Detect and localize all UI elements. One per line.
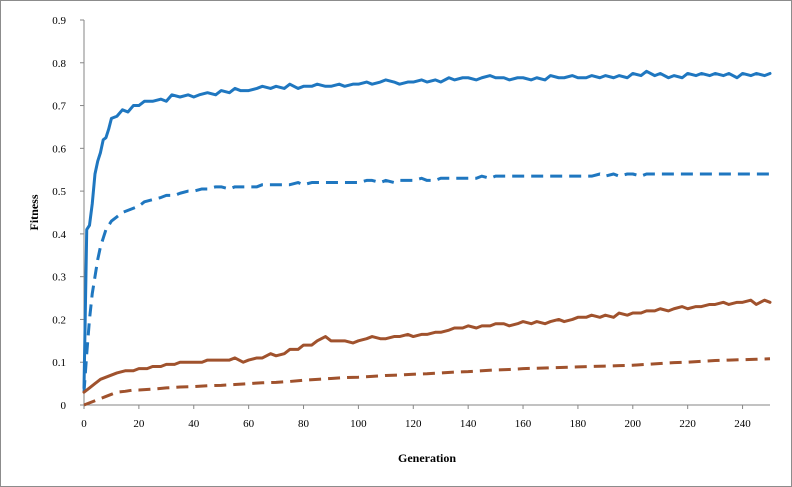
x-tick-label: 200 [625, 418, 642, 430]
x-tick-label: 0 [81, 418, 87, 430]
x-tick-label: 100 [350, 418, 367, 430]
y-tick-label: 0.4 [52, 229, 66, 241]
x-axis-title: Generation [398, 451, 456, 465]
x-tick-label: 160 [515, 418, 532, 430]
x-tick-label: 180 [570, 418, 587, 430]
y-tick-label: 0.2 [52, 314, 66, 326]
x-tick-label: 220 [679, 418, 696, 430]
y-tick-label: 0.6 [52, 143, 66, 155]
series-line-3 [82, 298, 772, 394]
y-tick-label: 0.9 [52, 15, 66, 27]
x-tick-label: 140 [460, 418, 477, 430]
series-line-1 [82, 69, 772, 390]
y-tick-label: 0.3 [52, 272, 66, 284]
x-tick-label: 240 [734, 418, 751, 430]
y-tick-label: 0.7 [52, 101, 66, 113]
series-line-4 [83, 357, 771, 407]
series-line-2 [82, 172, 770, 393]
y-axis-title: Fitness [27, 194, 41, 230]
x-tick-label: 20 [133, 418, 145, 430]
x-tick-label: 60 [243, 418, 255, 430]
y-tick-label: 0.8 [52, 58, 66, 70]
series-layer [82, 69, 772, 407]
x-tick-label: 120 [405, 418, 422, 430]
y-tick-label: 0.5 [52, 186, 66, 198]
x-tick-label: 40 [188, 418, 200, 430]
y-tick-label: 0 [61, 400, 67, 412]
y-tick-label: 0.1 [52, 357, 66, 369]
x-tick-label: 80 [298, 418, 310, 430]
